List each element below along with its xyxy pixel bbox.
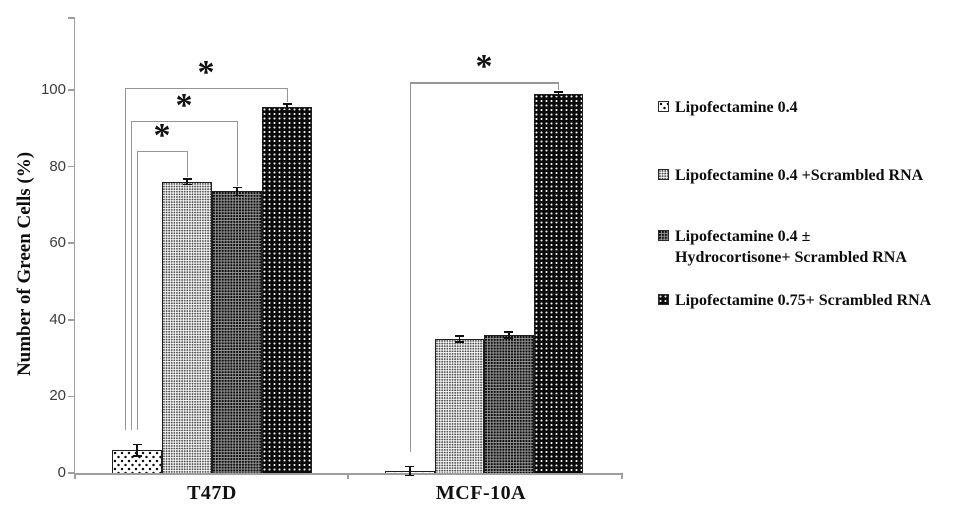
significance-bracket-right [287, 88, 289, 103]
legend-label-1: Lipofectamine 0.4 [675, 99, 798, 116]
significance-bracket-top [125, 88, 287, 90]
error-bar-cap-top [132, 443, 142, 446]
error-bar-line [236, 187, 238, 196]
legend-label-4: Lipofectamine 0.75+ Scrambled RNA [675, 292, 932, 309]
y-axis-title: Number of Green Cells (%) [14, 151, 35, 377]
y-tick-label: 60 [49, 234, 66, 252]
error-bar-cap-bottom [553, 94, 563, 97]
y-tick-label: 80 [49, 157, 66, 175]
y-axis-tick [68, 89, 74, 91]
significance-bracket-top [131, 120, 237, 122]
error-bar-cap-bottom [132, 455, 142, 457]
y-axis-tick [68, 165, 74, 168]
error-bar-line [186, 179, 188, 185]
bar-t47d-series-4 [262, 107, 312, 473]
significance-asterisk: * [197, 54, 215, 92]
significance-asterisk: * [475, 48, 493, 86]
error-bar-cap-bottom [182, 183, 192, 186]
bar-t47d-series-2 [162, 181, 212, 473]
x-category-label-t47d: T47D [187, 482, 237, 504]
x-axis-tick [347, 473, 349, 479]
error-bar-cap-bottom [405, 474, 415, 477]
significance-bracket-left [409, 82, 411, 453]
error-bar-cap-bottom [504, 337, 514, 339]
significance-bracket-right [558, 82, 560, 90]
y-tick-label: 20 [49, 387, 66, 405]
legend-label-3: Lipofectamine 0.4 ± Hydrocortisone+ Scra… [675, 228, 907, 266]
legend-item-3: Lipofectamine 0.4 ± Hydrocortisone+ Scra… [658, 226, 907, 268]
error-bar-cap-top [405, 465, 415, 468]
significance-bracket-right [187, 151, 189, 178]
significance-bracket-left [125, 88, 127, 431]
legend-swatch-dark-gray-dots [658, 230, 669, 241]
error-bar-cap-bottom [232, 194, 242, 197]
y-axis-tick [68, 472, 74, 474]
error-bar-cap-top [232, 186, 242, 189]
error-bar-cap-bottom [454, 341, 464, 343]
y-tick-label: 0 [57, 464, 66, 481]
error-bar-line [557, 91, 559, 96]
y-axis-line [73, 17, 75, 473]
x-category-label-mcf10a: MCF-10A [435, 482, 527, 504]
bar-mcf-10a-series-4 [533, 93, 583, 473]
significance-bracket-left [137, 151, 139, 431]
error-bar-line [286, 104, 288, 111]
bar-t47d-series-3 [212, 191, 262, 473]
significance-asterisk: * [175, 86, 193, 124]
error-bar-cap-top [553, 91, 563, 93]
bar-mcf-10a-series-2 [434, 338, 484, 473]
significance-bracket-left [131, 120, 133, 431]
y-tick-label: 100 [40, 81, 66, 98]
legend-swatch-black-white-dots [658, 294, 669, 305]
legend-item-2: Lipofectamine 0.4 +Scrambled RNA [658, 165, 923, 186]
error-bar-line [409, 466, 411, 476]
significance-bracket-top [137, 151, 187, 153]
y-tick-label: 40 [49, 310, 66, 328]
bar-t47d-series-1 [112, 450, 162, 473]
significance-bracket-right [237, 120, 239, 186]
legend-swatch-white-dots [658, 101, 669, 112]
legend-item-4: Lipofectamine 0.75+ Scrambled RNA [658, 290, 931, 311]
legend-label-2: Lipofectamine 0.4 +Scrambled RNA [675, 167, 924, 184]
error-bar-line [508, 332, 510, 339]
error-bar-cap-bottom [282, 109, 292, 112]
y-axis-top-tick [68, 17, 74, 19]
bar-mcf-10a-series-3 [484, 335, 534, 473]
error-bar-line [458, 335, 460, 342]
y-axis-tick [68, 319, 74, 321]
y-axis-tick [68, 242, 74, 244]
error-bar-cap-top [182, 178, 192, 180]
y-axis-tick [68, 395, 74, 398]
legend-item-1: Lipofectamine 0.4 [658, 97, 798, 118]
error-bar-cap-top [504, 331, 514, 333]
error-bar-cap-top [282, 103, 292, 105]
error-bar-cap-top [454, 335, 464, 337]
error-bar-line [136, 444, 138, 456]
x-axis-tick [621, 473, 623, 479]
significance-asterisk: * [153, 117, 171, 155]
x-axis-tick [74, 473, 76, 479]
legend-swatch-light-gray-dots [658, 169, 669, 180]
significance-bracket-top [409, 82, 559, 84]
